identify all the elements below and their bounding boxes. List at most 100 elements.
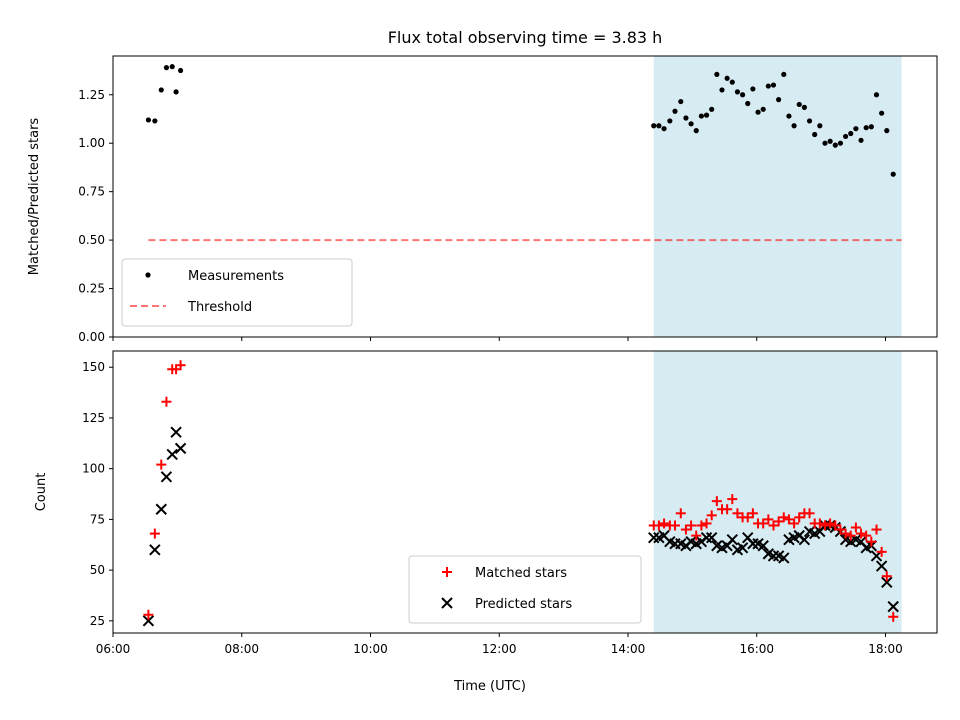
x-tick-label: 06:00 [96,642,131,656]
predicted-star-point [705,531,718,544]
y-tick-label: 150 [82,360,105,374]
matched-star-point [758,518,769,529]
bottom-axes-frame [112,350,938,634]
matched-star-point [701,518,712,529]
measurement-point [698,113,704,119]
legend-measurement-marker [145,272,151,278]
measurement-point [158,87,164,93]
top-panel: 0.00 0.25 0.50 0.75 1.00 1.25 Matched/Predict… [27,55,938,344]
predicted-star-point [142,615,155,627]
legend-entry-label: Predicted stars [475,597,572,612]
y-tick-label: 1.00 [78,136,105,150]
predicted-star-point [798,533,811,546]
legend-box [121,258,353,327]
measurement-point [734,89,741,95]
measurement-point [709,106,715,112]
matched-star-point [732,508,743,519]
matched-star-point [768,520,779,531]
measurement-point [832,142,838,148]
matched-star-point [825,518,836,529]
measurement-point [683,115,689,121]
measurement-point [688,121,694,127]
legend-box [408,555,642,624]
measurement-point [837,140,844,146]
legend-predicted-marker [441,597,453,609]
predicted-star-point [887,600,899,613]
matched-star-point [653,520,664,531]
predicted-star-point [875,560,888,572]
y-tick-label: 0.00 [78,330,105,344]
matched-star-point [763,514,774,525]
matched-star-point [814,518,825,529]
matched-star-point [156,459,167,470]
matched-star-point [175,360,186,371]
measurement-point [656,123,662,129]
bottom-y-axis-label: Count [34,473,49,512]
y-tick-label: 0.25 [78,282,105,296]
matched-star-point [871,524,882,535]
measurement-point [693,128,699,134]
measurement-point [750,86,756,92]
predicted-star-point [757,540,769,552]
measurement-point [890,171,896,177]
measurement-point [765,83,771,89]
top-axes-frame [112,55,938,338]
measurement-point [661,126,667,132]
predicted-star-point [170,426,182,438]
matched-star-point [888,611,899,622]
predicted-star-point [881,576,893,588]
observing-window-shade [653,351,902,633]
legend-entry-label: Matched stars [475,566,567,581]
chart-title: Flux total observing time = 3.83 h [388,28,663,47]
measurement-point [703,112,710,118]
top-shaded-span [653,56,902,337]
measurement-point [806,118,813,124]
measurement-point [729,79,735,85]
predicted-star-point [778,552,790,564]
matched-star-point [747,508,758,519]
matched-star-point [659,518,670,529]
measurement-point [770,82,777,88]
predicted-star-point [648,531,660,544]
matched-star-point [804,508,815,519]
matched-star-point [794,512,805,523]
predicted-star-point [160,471,173,483]
measurement-point [822,140,828,146]
measurement-point [678,98,684,105]
matched-star-point [845,530,856,541]
y-tick-label: 50 [90,563,105,577]
matched-star-point [819,520,830,531]
matched-star-point [783,514,794,525]
matched-star-point [789,518,800,529]
bottom-panel: 06:00 08:00 10:00 12:00 14:00 16:00 18:00 25 50… [34,350,938,694]
measurement-point [848,130,854,137]
top-y-ticks: 0.00 0.25 0.50 0.75 1.00 1.25 [78,88,113,344]
measurement-point [791,123,797,129]
matched-star-point [680,524,691,535]
measurement-point [827,138,833,144]
measurement-point [884,128,890,134]
legend-matched-marker [442,567,452,577]
measurement-point [760,106,766,112]
matched-star-point [742,512,753,523]
y-tick-label: 25 [90,614,105,628]
measurement-point [781,71,787,78]
x-tick-label: 14:00 [611,642,646,656]
matched-star-point [675,508,686,519]
matched-star-point [727,494,738,505]
measurement-point [812,131,818,138]
predicted-star-point [149,544,161,556]
predicted-star-point [736,542,749,554]
measurement-points [145,64,896,177]
measurement-point [776,97,782,103]
y-tick-label: 0.75 [78,185,105,199]
matched-star-point [850,522,861,533]
predicted-star-point [747,538,759,550]
matched-star-point [696,520,707,531]
matched-star-point [876,546,887,557]
bottom-x-ticks: 06:00 08:00 10:00 12:00 14:00 16:00 18:00 [96,633,903,656]
bottom-y-ticks: 25 50 75 100 125 150 [82,360,113,628]
matched-star-point [669,520,680,531]
measurement-point [651,123,657,129]
y-tick-label: 0.50 [78,233,105,247]
